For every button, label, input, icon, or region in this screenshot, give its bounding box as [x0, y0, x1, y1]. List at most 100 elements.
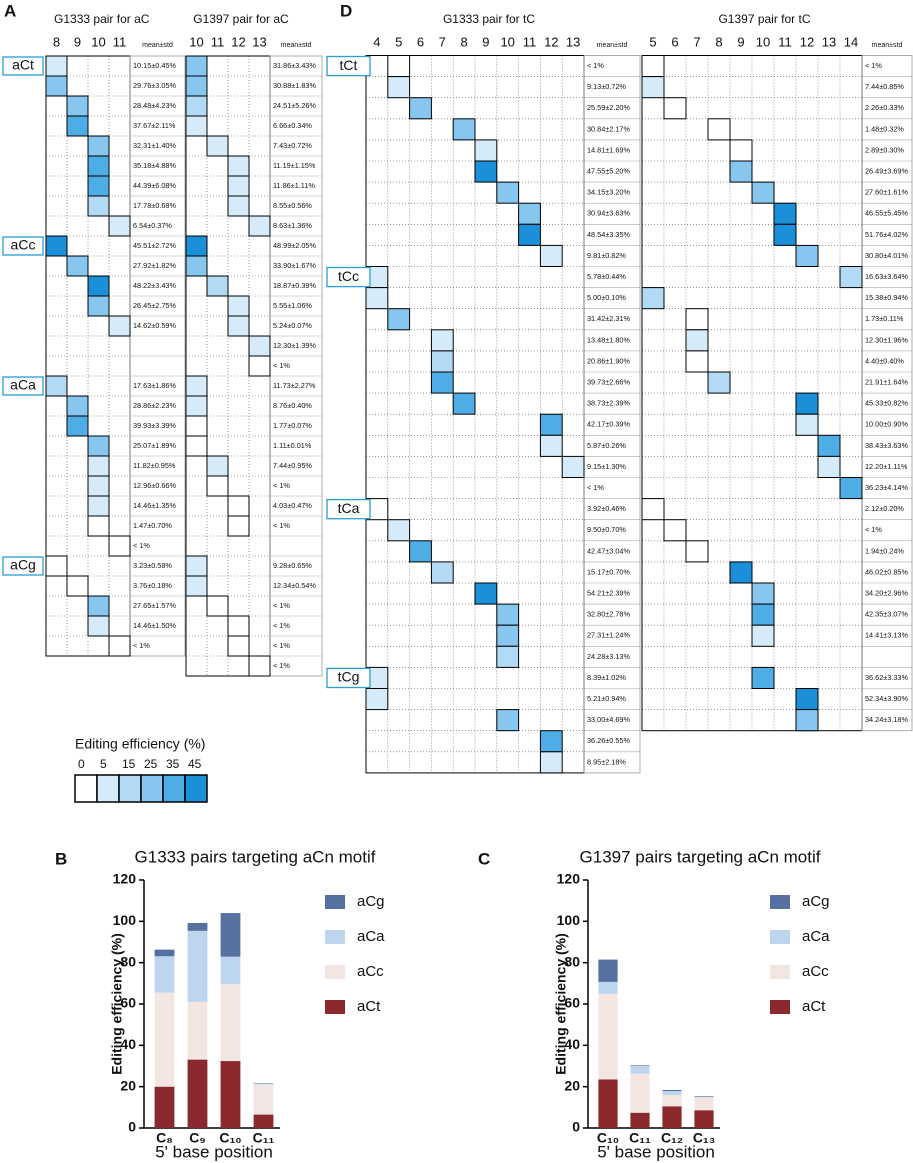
row-stat: < 1%	[133, 541, 150, 550]
grid-title: G1397 pair for aC	[193, 12, 289, 26]
cell	[206, 595, 229, 617]
x-tick-label: C₈	[156, 1130, 173, 1146]
cell	[185, 115, 208, 137]
y-tick-label: 40	[564, 1036, 580, 1052]
column-label: 10	[756, 34, 770, 49]
cell	[45, 235, 68, 257]
cell	[185, 95, 208, 117]
row-stat: < 1%	[273, 661, 290, 670]
column-label: 4	[373, 34, 380, 49]
group-box	[2, 236, 44, 256]
cell	[795, 688, 819, 711]
row-stat: 3.92±0.46%	[587, 504, 626, 513]
row-stat: 48.22±3.43%	[133, 281, 176, 290]
row-stat: 6.54±0.37%	[133, 221, 172, 230]
row-stat: 5.87±0.26%	[587, 441, 626, 450]
legend-label: aCg	[802, 893, 830, 910]
cell	[248, 655, 271, 677]
column-label: 9	[737, 34, 744, 49]
row-stat: 10.00±0.90%	[865, 420, 908, 429]
cell	[66, 395, 89, 417]
stat-header: mean±std	[142, 42, 173, 49]
row-stat: 24.51±5.26%	[273, 101, 316, 110]
chart-title: G1333 pairs targeting aCn motif	[135, 847, 376, 866]
cell	[430, 329, 454, 352]
row-stat: 13.48±1.80%	[587, 335, 630, 344]
cell	[206, 275, 229, 297]
row-stat: 5.55±1.06%	[273, 301, 312, 310]
row-stat: 44.39±6.08%	[133, 181, 176, 190]
column-label: 10	[500, 34, 514, 49]
bar-segment	[187, 1001, 208, 1060]
row-stat: 31.86±3.43%	[273, 61, 316, 70]
y-tick-label: 0	[128, 1119, 136, 1135]
y-axis-label: Editing efficiency (%)	[553, 933, 569, 1075]
scale-swatch	[118, 774, 142, 803]
cell	[206, 455, 229, 477]
legend-swatch	[770, 895, 790, 909]
row-stat: 46.55±5.45%	[865, 209, 908, 218]
cell	[185, 555, 208, 577]
row-stat: 14.41±3.13%	[865, 631, 908, 640]
cell	[641, 498, 665, 521]
label-column	[861, 55, 913, 732]
row-stat: 12.30±1.39%	[273, 341, 316, 350]
cell	[817, 455, 841, 478]
row-stat: 25.07±1.89%	[133, 441, 176, 450]
scale-swatch	[74, 774, 98, 803]
row-stat: 7.44±0.85%	[865, 82, 904, 91]
cell	[474, 582, 498, 605]
group-label: tCa	[338, 500, 360, 516]
cell	[663, 97, 687, 120]
row-stat: 1.48±0.32%	[865, 124, 904, 133]
bar-segment	[187, 1059, 208, 1128]
cell	[641, 55, 665, 78]
bar-segment	[253, 1083, 274, 1085]
row-stat: 32.31±1.40%	[133, 141, 176, 150]
scale-tick: 0	[78, 757, 85, 771]
y-tick-label: 60	[120, 995, 136, 1011]
bar-segment	[220, 913, 241, 957]
legend-label: aCg	[357, 893, 385, 910]
column-label: 8	[460, 34, 467, 49]
row-stat: 45.33±0.82%	[865, 399, 908, 408]
group-label: aCt	[12, 57, 34, 73]
group-label: aCg	[10, 557, 36, 573]
cell	[387, 519, 411, 542]
row-stat: 34.15±3.20%	[587, 188, 630, 197]
column-label: 11	[211, 34, 225, 49]
column-label: 9	[482, 34, 489, 49]
row-stat: 30.84±2.17%	[587, 124, 630, 133]
row-stat: 14.81±1.69%	[587, 145, 630, 154]
cell	[685, 350, 709, 373]
row-stat: < 1%	[273, 621, 290, 630]
cell	[87, 435, 110, 457]
panel-letter: A	[4, 1, 16, 20]
cell	[539, 244, 563, 267]
grid-title: G1333 pair for aC	[54, 12, 150, 26]
row-stat: < 1%	[273, 361, 290, 370]
cell	[496, 645, 520, 668]
row-stat: 27.65±1.57%	[133, 601, 176, 610]
cell	[685, 540, 709, 563]
cell	[685, 329, 709, 352]
cell	[87, 155, 110, 177]
scale-tick: 45	[188, 757, 202, 771]
row-stat: 52.34±3.90%	[865, 694, 908, 703]
row-stat: 21.91±1.64%	[865, 377, 908, 386]
row-stat: 29.76±3.05%	[133, 81, 176, 90]
cell	[430, 561, 454, 584]
row-stat: 34.20±2.96%	[865, 588, 908, 597]
cell	[45, 75, 68, 97]
legend-swatch	[325, 930, 345, 944]
column-label: 10	[189, 34, 203, 49]
bar-segment	[694, 1096, 714, 1097]
group-box	[2, 376, 44, 396]
cell	[729, 160, 753, 183]
x-tick-label: C₉	[189, 1130, 205, 1146]
cell	[185, 435, 208, 457]
legend-swatch	[325, 1000, 345, 1014]
row-stat: 51.76±4.02%	[865, 230, 908, 239]
cell	[227, 635, 250, 657]
group-box	[2, 56, 44, 76]
